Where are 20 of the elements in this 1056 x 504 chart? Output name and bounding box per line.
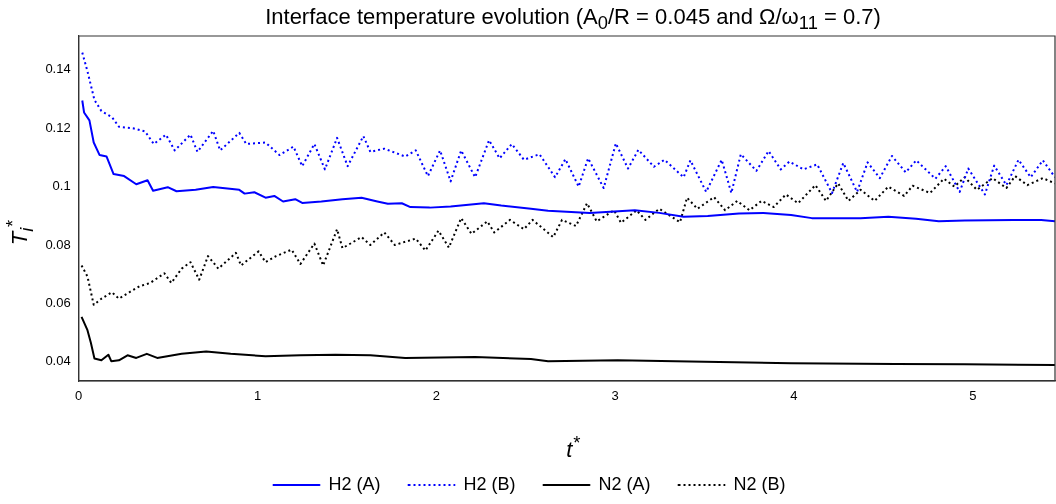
legend-label: N2 (A) xyxy=(598,473,651,494)
legend-label: H2 (B) xyxy=(463,473,516,494)
y-tick-label: 0.14 xyxy=(45,61,71,77)
legend-label: H2 (A) xyxy=(328,473,381,494)
x-tick-label: 0 xyxy=(75,388,83,404)
y-tick-label: 0.1 xyxy=(52,178,71,194)
chart-title: Interface temperature evolution (A$_{0}$/R = 0.045 and Ω/ω$_{11}$ = 0.7) xyxy=(264,4,882,35)
x-tick-label: 5 xyxy=(969,388,977,404)
x-tick-label: 4 xyxy=(790,388,798,404)
x-tick-label: 1 xyxy=(253,388,262,404)
x-axis-title: t$^{*}$ xyxy=(565,432,581,464)
line-series xyxy=(81,51,1055,196)
x-tick-label: 2 xyxy=(432,388,440,404)
line-series xyxy=(80,175,1055,306)
legend-label: N2 (B) xyxy=(733,473,786,494)
x-tick-label: 3 xyxy=(611,388,619,404)
y-tick-label: 0.04 xyxy=(45,353,71,369)
y-tick-label: 0.08 xyxy=(45,236,71,252)
y-tick-label: 0.12 xyxy=(45,119,71,135)
y-tick-label: 0.06 xyxy=(45,294,71,310)
